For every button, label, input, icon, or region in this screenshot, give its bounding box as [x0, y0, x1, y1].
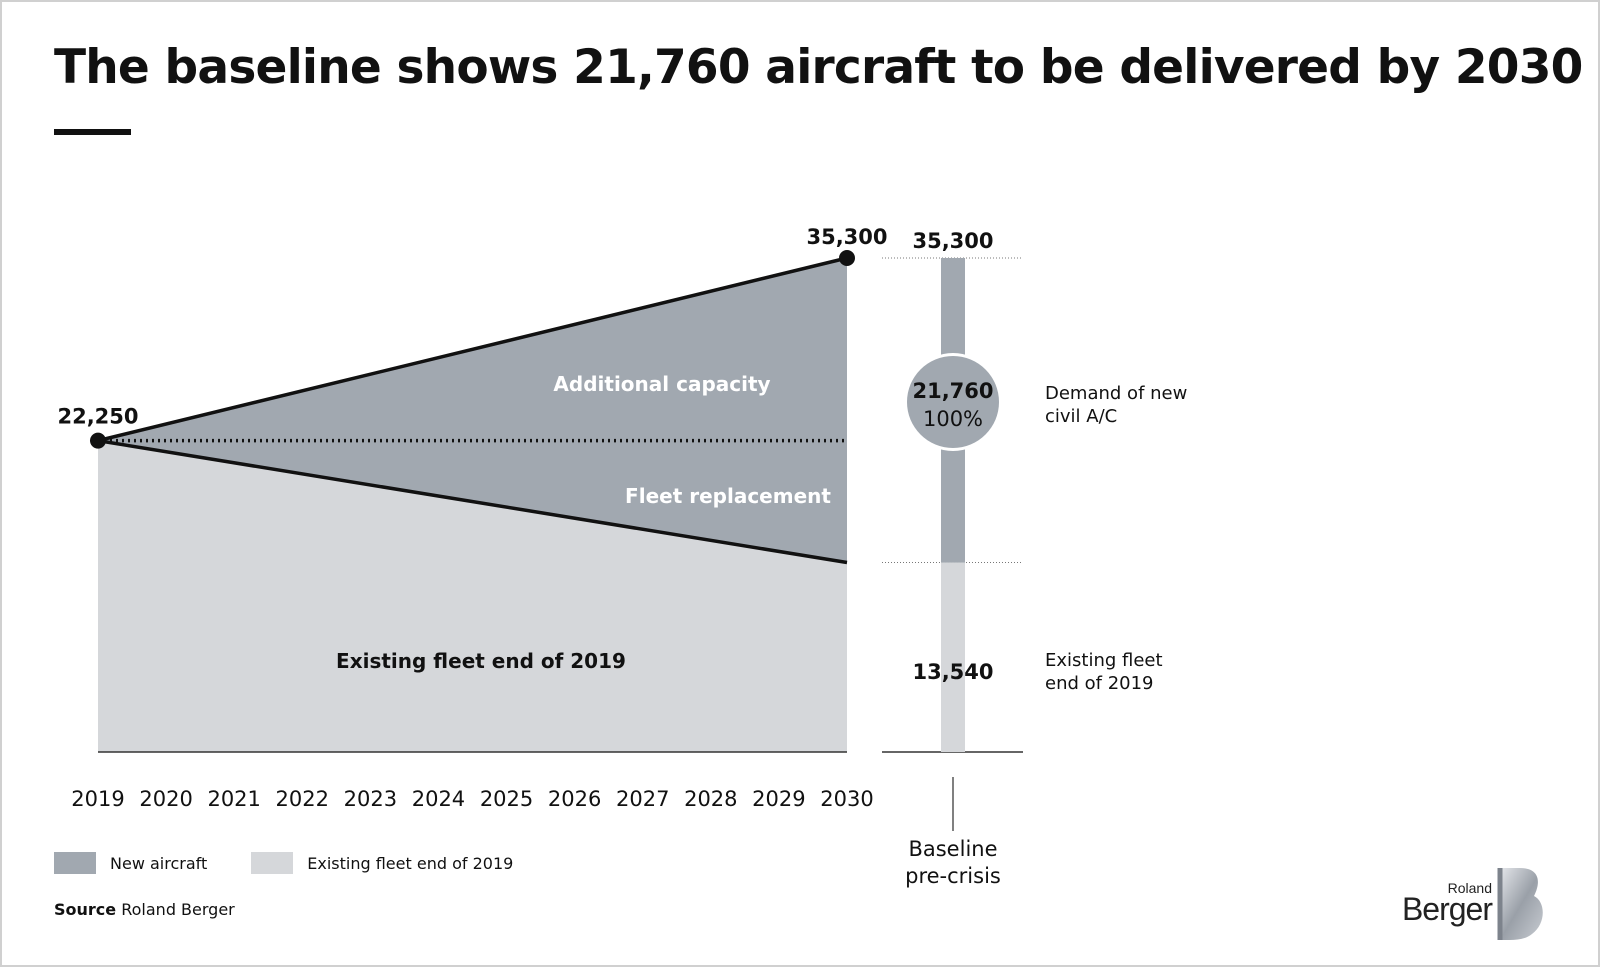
demand-badge	[907, 356, 999, 448]
bar-total-label: 35,300	[912, 229, 993, 253]
bar-segment-existing-fleet	[941, 562, 965, 752]
roland-berger-logo: Roland Berger	[1398, 866, 1548, 942]
source-text: Roland Berger	[121, 900, 235, 919]
legend-label-existing-fleet: Existing fleet end of 2019	[307, 853, 514, 873]
logo-text-small: Roland	[1447, 880, 1492, 896]
x-tick-label: 2023	[344, 787, 397, 811]
legend-swatch-new-aircraft	[54, 852, 96, 874]
legend-swatch-existing-fleet	[251, 852, 294, 874]
demand-share-label: 100%	[923, 407, 983, 431]
bar-existing-value-label: 13,540	[912, 660, 993, 684]
legend-label-new-aircraft: New aircraft	[110, 853, 208, 873]
source-note: Source Roland Berger	[54, 900, 235, 919]
demand-side-label: civil A/C	[1045, 406, 1117, 427]
fleet-replacement-label: Fleet replacement	[625, 484, 831, 508]
bar-category-label: Baseline	[908, 837, 997, 861]
x-tick-label: 2022	[276, 787, 329, 811]
x-tick-label: 2025	[480, 787, 533, 811]
start-point	[90, 432, 106, 449]
existing-fleet-area-label: Existing fleet end of 2019	[336, 649, 626, 673]
end-point	[839, 250, 855, 266]
logo-b-mark	[1497, 868, 1543, 940]
demand-side-label: Demand of new	[1045, 383, 1187, 404]
logo-text-big: Berger	[1401, 891, 1493, 927]
legend-item-new-aircraft: New aircraft	[54, 852, 207, 874]
end-value-label: 35,300	[806, 225, 887, 249]
existing-side-label: end of 2019	[1045, 673, 1154, 694]
x-tick-label: 2019	[71, 787, 124, 811]
x-tick-label: 2021	[207, 787, 260, 811]
additional-capacity-label: Additional capacity	[553, 372, 770, 396]
x-tick-label: 2027	[616, 787, 669, 811]
page-title: The baseline shows 21,760 aircraft to be…	[54, 40, 1583, 95]
x-tick-label: 2030	[820, 787, 873, 811]
existing-fleet-line	[97, 438, 848, 565]
new-aircraft-area	[98, 258, 847, 563]
x-tick-label: 2020	[139, 787, 192, 811]
legend: New aircraft Existing fleet end of 2019	[54, 852, 557, 874]
bar-category-label: pre-crisis	[905, 864, 1001, 888]
existing-fleet-area	[98, 440, 847, 752]
demand-value-label: 21,760	[912, 379, 993, 403]
total-fleet-line	[97, 256, 848, 443]
x-tick-label: 2028	[684, 787, 737, 811]
x-tick-label: 2029	[752, 787, 805, 811]
x-tick-label: 2024	[412, 787, 465, 811]
legend-item-existing-fleet: Existing fleet end of 2019	[251, 852, 513, 874]
x-tick-label: 2026	[548, 787, 601, 811]
title-underline	[54, 129, 131, 135]
existing-side-label: Existing fleet	[1045, 650, 1163, 671]
source-prefix: Source	[54, 900, 117, 919]
start-value-label: 22,250	[57, 405, 138, 429]
